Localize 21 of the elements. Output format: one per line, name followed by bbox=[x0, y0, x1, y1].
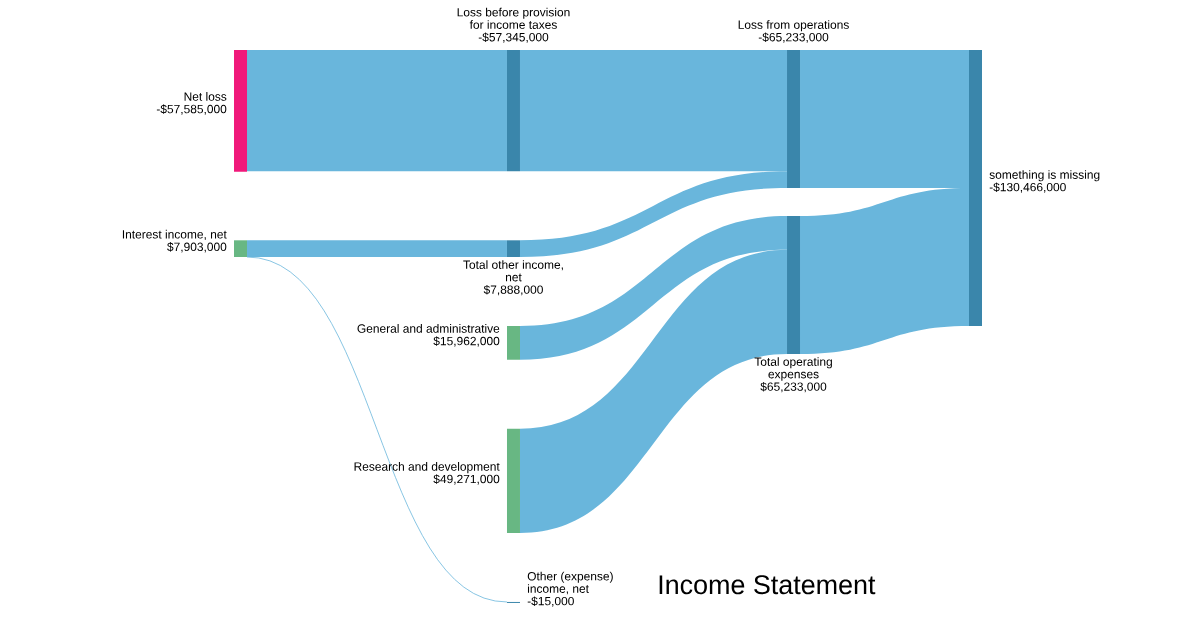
category-label: Net loss bbox=[184, 92, 227, 101]
data-label: -$65,233,000 bbox=[758, 32, 829, 43]
category-label: Loss from operations bbox=[738, 20, 849, 32]
data-label: -$57,345,000 bbox=[478, 32, 549, 43]
text: Income Statement bbox=[659, 575, 876, 595]
data-label: $49,271,000 bbox=[433, 474, 500, 485]
data-label: $15,962,000 bbox=[433, 336, 500, 347]
data-label: -$130,466,000 bbox=[989, 182, 1066, 193]
data-label: $7,903,000 bbox=[167, 242, 227, 253]
category-label: Total other income, net bbox=[463, 260, 563, 282]
data-label: $65,233,000 bbox=[760, 381, 827, 393]
data-label: -$15,000 bbox=[527, 596, 574, 607]
category-label: Total operating expenses bbox=[754, 357, 832, 381]
category-label: something is missing bbox=[989, 170, 1100, 182]
category-label: Other (expense) income, net bbox=[527, 571, 613, 595]
category-label: Loss before provision for income taxes bbox=[457, 7, 570, 29]
category-label: Research and development bbox=[354, 462, 500, 474]
data-label: $7,888,000 bbox=[483, 284, 543, 296]
category-label: Interest income, net bbox=[122, 229, 227, 240]
category-label: General and administrative bbox=[357, 324, 500, 333]
data-label: -$57,585,000 bbox=[156, 104, 227, 115]
